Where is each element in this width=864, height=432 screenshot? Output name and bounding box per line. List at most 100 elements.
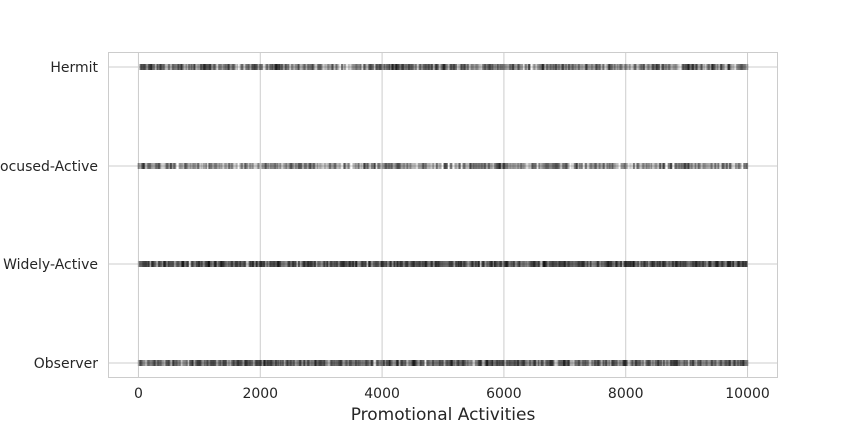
data-point: [485, 261, 488, 267]
data-point: [721, 261, 724, 267]
data-point: [715, 163, 718, 169]
data-point: [422, 163, 425, 169]
data-point: [315, 261, 318, 267]
data-point: [294, 261, 297, 267]
data-point: [470, 64, 473, 70]
data-point: [185, 360, 188, 366]
data-point: [542, 64, 545, 70]
data-point: [273, 261, 276, 267]
data-point: [637, 261, 640, 267]
data-point: [397, 64, 400, 70]
data-point: [412, 64, 415, 70]
data-point: [720, 64, 723, 70]
data-point: [323, 261, 326, 267]
data-point: [343, 261, 346, 267]
data-point: [555, 64, 558, 70]
data-point: [412, 261, 415, 267]
data-point: [183, 163, 186, 169]
data-point: [231, 163, 234, 169]
data-point: [440, 261, 443, 267]
data-point: [726, 261, 729, 267]
data-point: [254, 261, 257, 267]
data-point: [668, 261, 671, 267]
data-point: [327, 64, 330, 70]
data-point: [686, 163, 689, 169]
data-point: [283, 163, 286, 169]
data-point: [241, 163, 244, 169]
data-point: [337, 64, 340, 70]
data-point: [330, 163, 333, 169]
data-point: [586, 64, 589, 70]
data-point: [232, 360, 235, 366]
data-point: [376, 163, 379, 169]
data-point: [717, 261, 720, 267]
data-point: [423, 163, 426, 169]
data-point: [548, 261, 551, 267]
data-point: [147, 163, 150, 169]
data-point: [523, 163, 526, 169]
data-point: [398, 261, 401, 267]
data-point: [141, 163, 144, 169]
data-point: [175, 261, 178, 267]
data-point: [170, 163, 173, 169]
data-point: [260, 64, 263, 70]
plot-background: [108, 52, 778, 378]
data-point: [713, 261, 716, 267]
data-point: [142, 163, 145, 169]
data-point: [294, 261, 297, 267]
data-point: [400, 261, 403, 267]
data-point: [577, 261, 580, 267]
data-point: [304, 163, 307, 169]
data-point: [469, 261, 472, 267]
data-point: [191, 261, 194, 267]
data-point: [326, 64, 329, 70]
data-point: [634, 261, 637, 267]
data-point: [358, 64, 361, 70]
data-point: [186, 261, 189, 267]
data-point: [701, 261, 704, 267]
data-point: [655, 64, 658, 70]
data-point: [608, 261, 611, 267]
data-point: [544, 163, 547, 169]
data-point: [436, 163, 439, 169]
data-point: [694, 261, 697, 267]
data-point: [191, 360, 194, 366]
data-point: [710, 163, 713, 169]
data-point: [308, 261, 311, 267]
data-point: [608, 163, 611, 169]
data-point: [295, 163, 298, 169]
data-point: [506, 261, 509, 267]
data-point: [241, 261, 244, 267]
data-point: [567, 64, 570, 70]
data-point: [416, 261, 419, 267]
data-point: [302, 261, 305, 267]
data-point: [190, 163, 193, 169]
data-point: [488, 64, 491, 70]
data-point: [562, 64, 565, 70]
data-point: [147, 261, 150, 267]
data-point: [157, 360, 160, 366]
data-point: [404, 261, 407, 267]
data-point: [140, 163, 143, 169]
data-point: [200, 261, 203, 267]
data-point: [465, 261, 468, 267]
data-point: [593, 64, 596, 70]
data-point: [655, 163, 658, 169]
data-point: [367, 261, 370, 267]
data-point: [431, 163, 434, 169]
data-point: [265, 163, 268, 169]
data-point: [422, 261, 425, 267]
data-point: [664, 261, 667, 267]
data-point: [327, 163, 330, 169]
data-point: [361, 261, 364, 267]
data-point: [538, 163, 541, 169]
data-point: [669, 163, 672, 169]
data-point: [625, 261, 627, 267]
data-point: [651, 261, 654, 267]
data-point: [547, 261, 550, 267]
data-point: [287, 163, 290, 169]
data-point: [181, 261, 184, 267]
data-point: [647, 261, 650, 267]
data-point: [265, 64, 268, 70]
data-point: [715, 261, 718, 267]
